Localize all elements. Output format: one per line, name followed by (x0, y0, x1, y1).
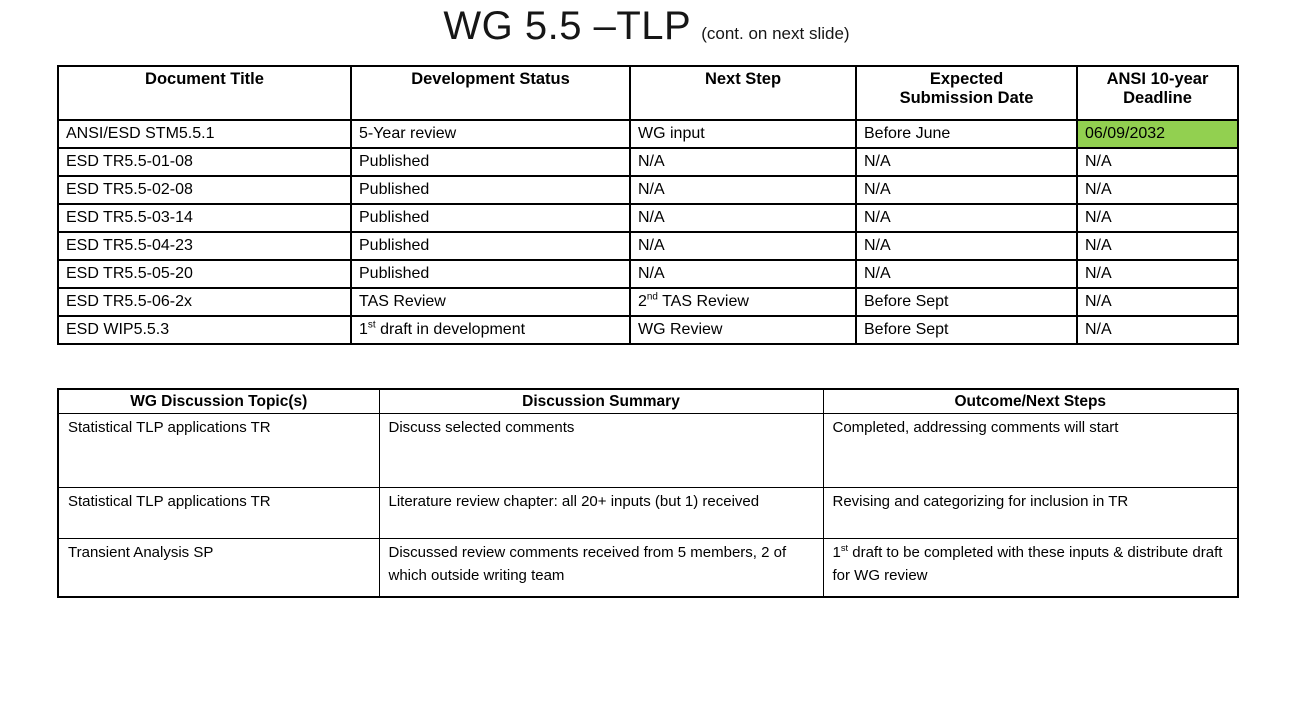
summary-cell: Discuss selected comments (378, 413, 824, 488)
summary-cell: Literature review chapter: all 20+ input… (378, 487, 824, 539)
expected-submission-cell: N/A (855, 203, 1078, 233)
column-header-document-title: Document Title (57, 65, 352, 121)
outcome-cell: 1st draft to be completed with these inp… (822, 538, 1239, 597)
table-row: Statistical TLP applications TR Discuss … (57, 413, 1239, 488)
topic-cell: Transient Analysis SP (57, 538, 380, 597)
summary-cell: Discussed review comments received from … (378, 538, 824, 597)
column-header-expected-submission: Expected Submission Date (855, 65, 1078, 121)
topic-cell: Statistical TLP applications TR (57, 487, 380, 539)
development-status-cell: TAS Review (350, 287, 631, 317)
column-header-discussion-topic: WG Discussion Topic(s) (57, 388, 380, 414)
outcome-cell: Completed, addressing comments will star… (822, 413, 1239, 488)
table-row: ESD TR5.5-01-08 Published N/A N/A N/A (57, 147, 1239, 177)
development-status-cell: 5-Year review (350, 119, 631, 149)
ansi-deadline-cell: N/A (1076, 315, 1239, 345)
document-title-cell: ESD WIP5.5.3 (57, 315, 352, 345)
development-status-cell: Published (350, 203, 631, 233)
slide-title-note: (cont. on next slide) (701, 24, 850, 43)
ansi-deadline-cell: N/A (1076, 203, 1239, 233)
outcome-cell: Revising and categorizing for inclusion … (822, 487, 1239, 539)
ansi-deadline-cell: N/A (1076, 231, 1239, 261)
column-header-next-step: Next Step (629, 65, 857, 121)
ansi-deadline-cell: N/A (1076, 287, 1239, 317)
expected-submission-cell: N/A (855, 259, 1078, 289)
table-row: ESD TR5.5-04-23 Published N/A N/A N/A (57, 231, 1239, 261)
documents-status-table: Document Title Development Status Next S… (57, 65, 1239, 345)
document-title-cell: ESD TR5.5-04-23 (57, 231, 352, 261)
column-header-development-status: Development Status (350, 65, 631, 121)
ansi-deadline-cell: N/A (1076, 175, 1239, 205)
table-row: Statistical TLP applications TR Literatu… (57, 487, 1239, 539)
column-header-discussion-summary: Discussion Summary (378, 388, 824, 414)
document-title-cell: ESD TR5.5-05-20 (57, 259, 352, 289)
ansi-deadline-cell: N/A (1076, 147, 1239, 177)
document-title-cell: ESD TR5.5-03-14 (57, 203, 352, 233)
table-row: ANSI/ESD STM5.5.1 5-Year review WG input… (57, 119, 1239, 149)
next-step-cell: 2nd TAS Review (629, 287, 857, 317)
document-title-cell: ESD TR5.5-06-2x (57, 287, 352, 317)
expected-submission-cell: N/A (855, 231, 1078, 261)
expected-submission-cell: N/A (855, 147, 1078, 177)
table-row: ESD TR5.5-03-14 Published N/A N/A N/A (57, 203, 1239, 233)
table-row: ESD TR5.5-06-2x TAS Review 2nd TAS Revie… (57, 287, 1239, 317)
document-title-cell: ESD TR5.5-02-08 (57, 175, 352, 205)
next-step-cell: WG input (629, 119, 857, 149)
development-status-cell: Published (350, 175, 631, 205)
discussion-table: WG Discussion Topic(s) Discussion Summar… (57, 388, 1239, 598)
table-row: ESD TR5.5-02-08 Published N/A N/A N/A (57, 175, 1239, 205)
next-step-cell: N/A (629, 147, 857, 177)
expected-submission-cell: Before June (855, 119, 1078, 149)
column-header-outcome: Outcome/Next Steps (822, 388, 1239, 414)
ansi-deadline-cell-highlighted: 06/09/2032 (1076, 119, 1239, 149)
table-header-row: Document Title Development Status Next S… (57, 65, 1239, 121)
next-step-cell: N/A (629, 259, 857, 289)
slide-title-block: WG 5.5 –TLP (cont. on next slide) (0, 4, 1293, 49)
table-header-row: WG Discussion Topic(s) Discussion Summar… (57, 388, 1239, 414)
next-step-cell: N/A (629, 175, 857, 205)
next-step-cell: N/A (629, 203, 857, 233)
next-step-cell: WG Review (629, 315, 857, 345)
expected-submission-cell: Before Sept (855, 315, 1078, 345)
table-row: ESD TR5.5-05-20 Published N/A N/A N/A (57, 259, 1239, 289)
development-status-cell: Published (350, 259, 631, 289)
table-row: Transient Analysis SP Discussed review c… (57, 538, 1239, 597)
development-status-cell: 1st draft in development (350, 315, 631, 345)
column-header-ansi-deadline: ANSI 10-year Deadline (1076, 65, 1239, 121)
slide-title: WG 5.5 –TLP (443, 4, 692, 48)
expected-submission-cell: Before Sept (855, 287, 1078, 317)
table-row: ESD WIP5.5.3 1st draft in development WG… (57, 315, 1239, 345)
topic-cell: Statistical TLP applications TR (57, 413, 380, 488)
document-title-cell: ANSI/ESD STM5.5.1 (57, 119, 352, 149)
document-title-cell: ESD TR5.5-01-08 (57, 147, 352, 177)
development-status-cell: Published (350, 147, 631, 177)
expected-submission-cell: N/A (855, 175, 1078, 205)
development-status-cell: Published (350, 231, 631, 261)
ansi-deadline-cell: N/A (1076, 259, 1239, 289)
next-step-cell: N/A (629, 231, 857, 261)
